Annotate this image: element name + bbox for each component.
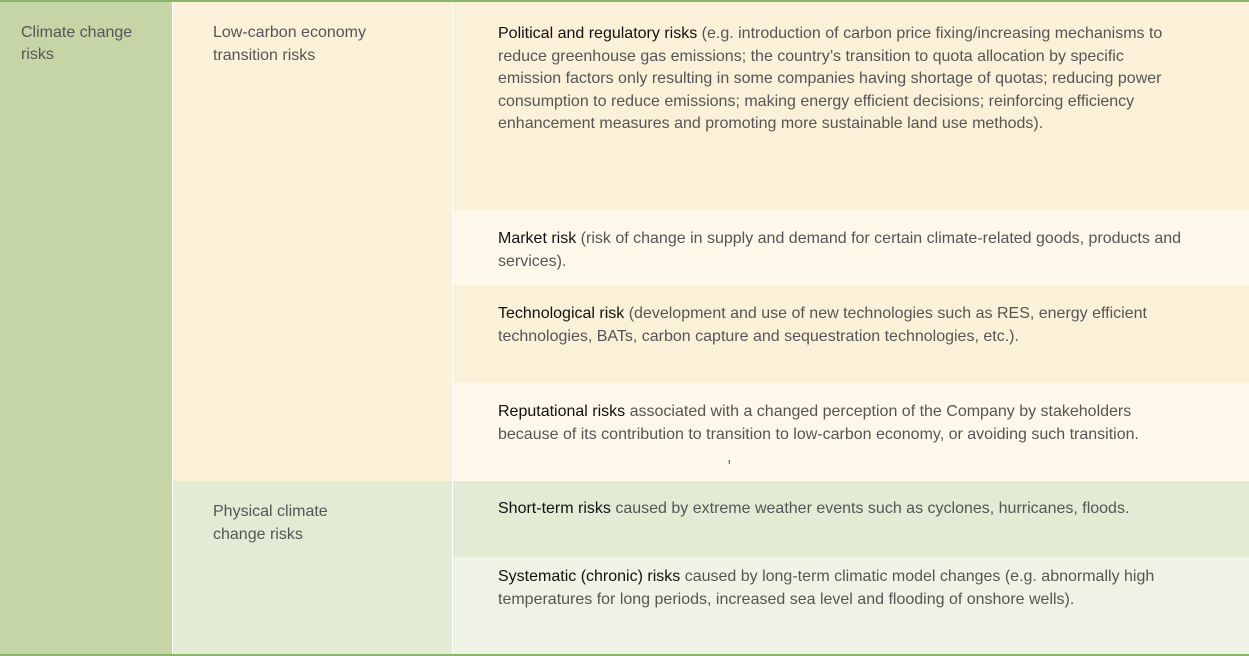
risk-title: Political and regulatory risks xyxy=(498,25,698,42)
risk-description: (development and use of new technologies… xyxy=(498,305,1147,345)
risk-row-systematic: Systematic (chronic) risks caused by lon… xyxy=(453,557,1249,654)
risk-description: associated with a changed perception of … xyxy=(498,403,1139,443)
risk-row-technological: Technological risk (development and use … xyxy=(453,285,1249,383)
stray-comma: , xyxy=(727,449,732,466)
risk-row-market: Market risk (risk of change in supply an… xyxy=(453,210,1249,285)
category-cell: Climate change risks xyxy=(0,2,172,654)
subcategory-label-physical: Physical climate change risks xyxy=(213,503,328,543)
risk-row-short-term: Short-term risks caused by extreme weath… xyxy=(453,481,1249,557)
category-label: Climate change risks xyxy=(21,24,133,63)
table-top-rule xyxy=(0,0,1249,2)
subcategory-cell-physical: Physical climate change risks xyxy=(173,481,452,654)
table-bottom-rule xyxy=(0,654,1249,656)
risk-title: Systematic (chronic) risks xyxy=(498,568,681,585)
risk-description: (e.g. introduction of carbon price fixin… xyxy=(498,25,1163,132)
risk-row-political: Political and regulatory risks (e.g. int… xyxy=(453,2,1249,210)
subcategory-cell-transition: Low-carbon economy transition risks xyxy=(173,2,452,481)
subcategory-label-transition: Low-carbon economy transition risks xyxy=(213,24,366,64)
risk-title: Reputational risks xyxy=(498,403,626,420)
risk-description: (risk of change in supply and demand for… xyxy=(498,230,1182,270)
risk-title: Short-term risks xyxy=(498,500,611,517)
risk-row-reputational: Reputational risks associated with a cha… xyxy=(453,383,1249,481)
risk-title: Market risk xyxy=(498,230,577,247)
risk-description: caused by long-term climatic model chang… xyxy=(498,568,1155,608)
risk-title: Technological risk xyxy=(498,305,625,322)
risk-description: caused by extreme weather events such as… xyxy=(610,500,1130,517)
